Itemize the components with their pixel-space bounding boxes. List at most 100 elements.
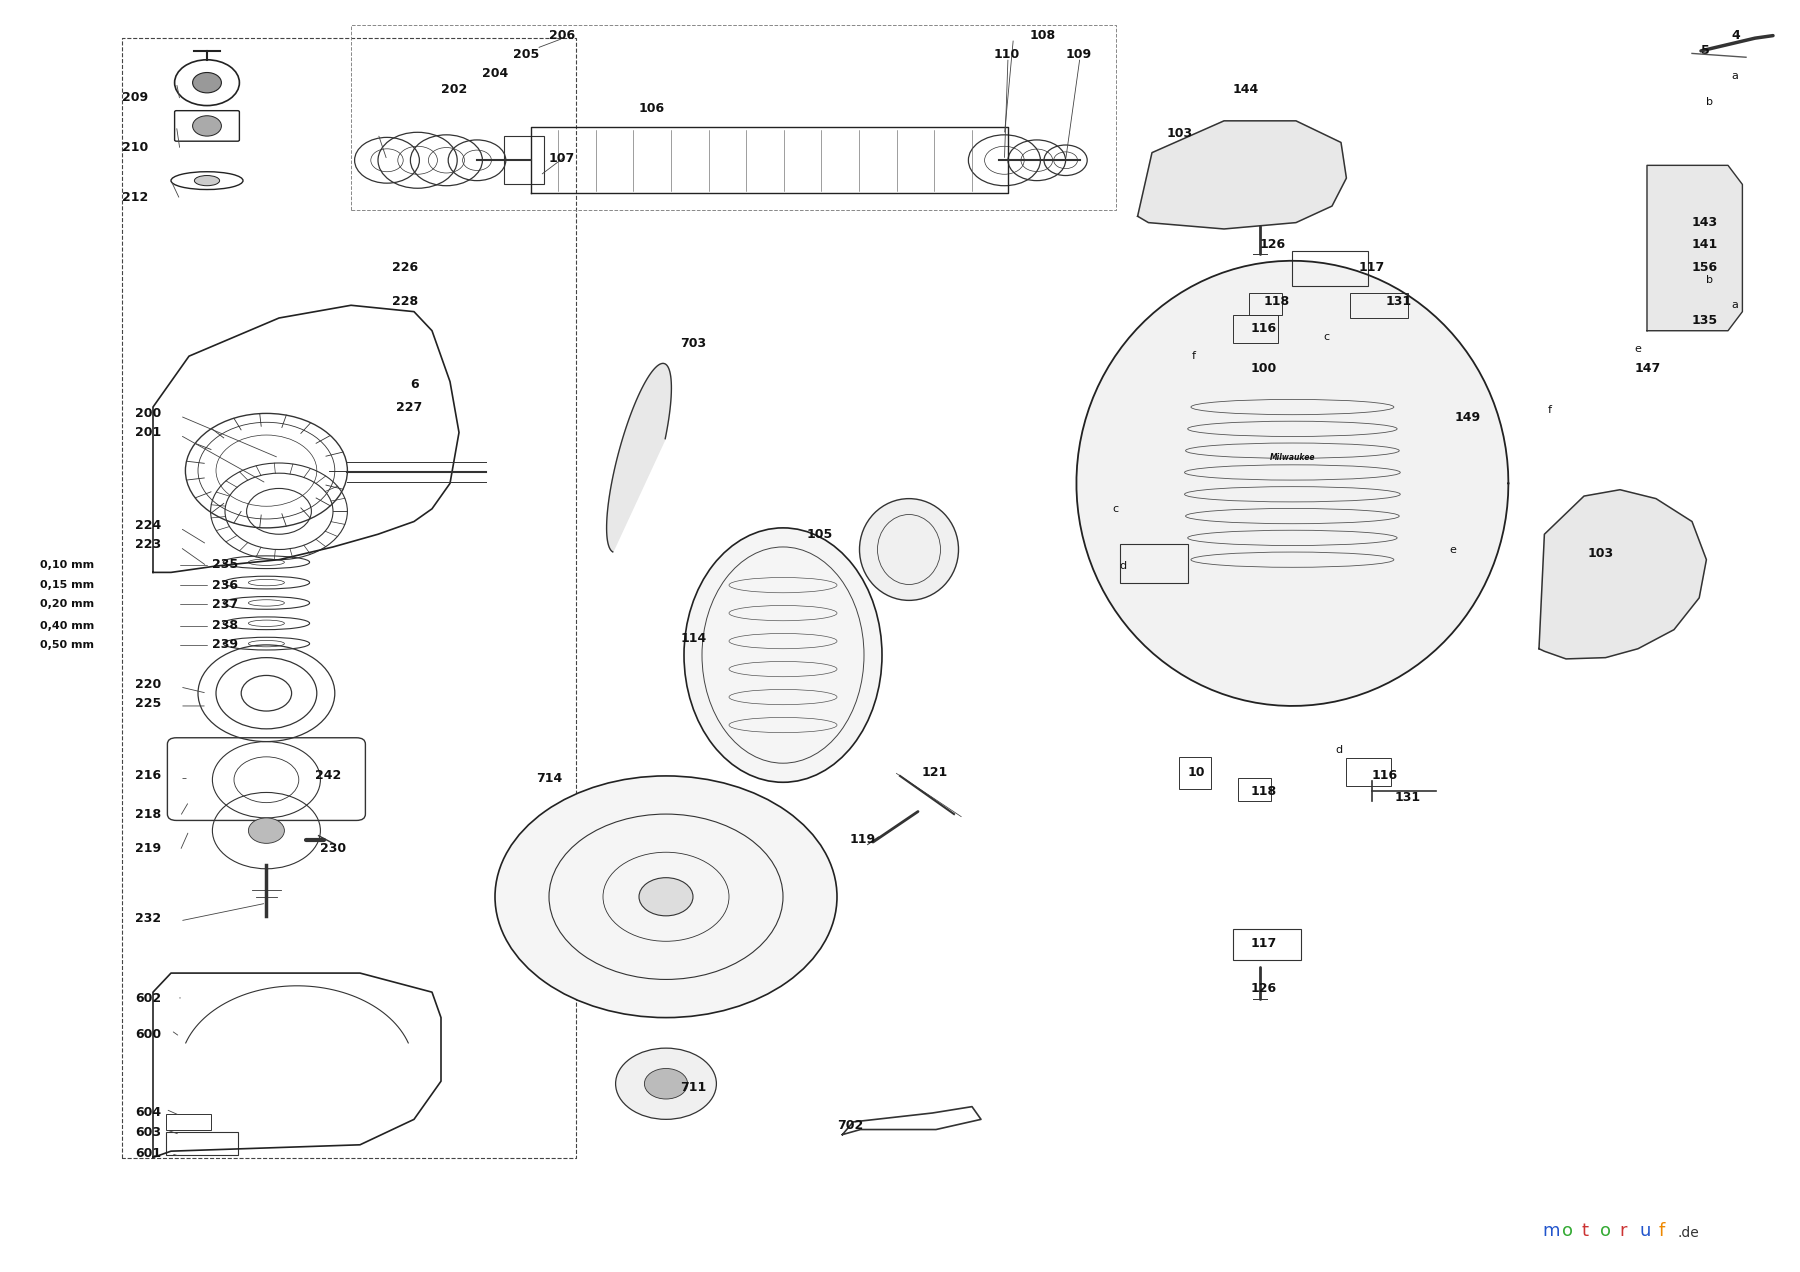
Text: 143: 143 (1692, 216, 1719, 229)
Text: 223: 223 (135, 538, 162, 551)
Bar (1233, 315, 1278, 343)
Text: 149: 149 (1454, 411, 1481, 424)
Text: 116: 116 (1372, 770, 1399, 782)
Circle shape (248, 818, 284, 843)
Text: 0,10 mm: 0,10 mm (40, 560, 94, 570)
Text: 219: 219 (135, 842, 162, 855)
Text: 5: 5 (1701, 45, 1710, 57)
Text: 602: 602 (135, 992, 162, 1005)
Bar (1179, 757, 1211, 789)
Bar (1350, 293, 1408, 318)
Text: 126: 126 (1251, 982, 1278, 995)
Text: 239: 239 (212, 639, 238, 651)
Text: 242: 242 (315, 770, 342, 782)
Bar (1238, 778, 1271, 801)
Text: d: d (1120, 561, 1127, 571)
Circle shape (193, 116, 221, 136)
Text: 603: 603 (135, 1126, 160, 1138)
Text: 604: 604 (135, 1107, 162, 1119)
Bar (166, 1132, 238, 1155)
Text: c: c (1112, 504, 1118, 514)
Circle shape (616, 1048, 716, 1119)
Text: 601: 601 (135, 1147, 162, 1160)
Text: b: b (1706, 275, 1714, 285)
Text: o: o (1600, 1222, 1611, 1240)
Text: 218: 218 (135, 808, 162, 820)
Text: a: a (1732, 300, 1739, 310)
Bar (166, 1114, 211, 1130)
Circle shape (644, 1068, 688, 1099)
Text: 0,20 mm: 0,20 mm (40, 599, 94, 609)
Bar (1233, 929, 1301, 960)
Text: 117: 117 (1251, 937, 1278, 950)
Text: 212: 212 (122, 191, 149, 204)
Text: .de: .de (1678, 1226, 1699, 1240)
Text: o: o (1562, 1222, 1573, 1240)
Text: 10: 10 (1188, 766, 1206, 778)
Text: d: d (1336, 745, 1343, 756)
Text: 108: 108 (1030, 29, 1057, 42)
Text: 141: 141 (1692, 238, 1719, 251)
Bar (1292, 251, 1368, 286)
Circle shape (639, 878, 693, 916)
Text: 110: 110 (994, 48, 1021, 61)
Text: a: a (1732, 71, 1739, 81)
Text: 107: 107 (549, 153, 576, 165)
Text: c: c (1323, 332, 1328, 342)
Polygon shape (1138, 121, 1346, 229)
Text: 131: 131 (1395, 791, 1422, 804)
Text: 118: 118 (1251, 785, 1278, 798)
Circle shape (193, 73, 221, 93)
Text: 227: 227 (396, 401, 423, 413)
Text: m: m (1543, 1222, 1561, 1240)
Text: Milwaukee: Milwaukee (1269, 453, 1316, 463)
Text: b: b (1706, 97, 1714, 107)
Text: 204: 204 (482, 67, 509, 80)
Text: 224: 224 (135, 519, 162, 532)
Text: 206: 206 (549, 29, 576, 42)
Text: e: e (1634, 343, 1642, 354)
Text: 119: 119 (850, 833, 877, 846)
Text: 121: 121 (922, 766, 949, 778)
Bar (1120, 544, 1188, 583)
Polygon shape (1647, 165, 1742, 331)
Text: 0,50 mm: 0,50 mm (40, 640, 94, 650)
Text: 703: 703 (680, 337, 707, 350)
Text: 230: 230 (320, 842, 347, 855)
Bar (1249, 293, 1282, 315)
Text: 116: 116 (1251, 322, 1278, 335)
Text: f: f (1658, 1222, 1665, 1240)
Text: 235: 235 (212, 558, 239, 571)
Text: 0,40 mm: 0,40 mm (40, 621, 94, 631)
Text: 0,15 mm: 0,15 mm (40, 580, 94, 590)
Text: u: u (1640, 1222, 1651, 1240)
Text: 156: 156 (1692, 261, 1719, 273)
Text: 201: 201 (135, 426, 162, 439)
Text: 702: 702 (837, 1119, 864, 1132)
Text: 114: 114 (680, 632, 707, 645)
Text: 100: 100 (1251, 363, 1278, 375)
Text: e: e (1449, 544, 1456, 555)
Polygon shape (1076, 261, 1508, 706)
Text: 117: 117 (1359, 261, 1386, 273)
Polygon shape (607, 364, 671, 552)
Text: 225: 225 (135, 697, 162, 710)
Text: 711: 711 (680, 1081, 707, 1094)
Text: f: f (1192, 351, 1195, 361)
Text: 600: 600 (135, 1028, 162, 1040)
Text: 220: 220 (135, 678, 162, 691)
Text: 228: 228 (392, 295, 419, 308)
Text: 105: 105 (806, 528, 833, 541)
Text: 106: 106 (639, 102, 666, 114)
Ellipse shape (684, 528, 882, 782)
Text: 226: 226 (392, 261, 419, 273)
Text: f: f (1548, 404, 1552, 415)
Text: 118: 118 (1264, 295, 1291, 308)
Bar (1346, 758, 1391, 786)
Ellipse shape (860, 499, 958, 600)
Text: 232: 232 (135, 912, 162, 925)
Text: t: t (1580, 1222, 1588, 1240)
Circle shape (495, 776, 837, 1018)
Text: 109: 109 (1066, 48, 1093, 61)
Text: 202: 202 (441, 83, 468, 95)
